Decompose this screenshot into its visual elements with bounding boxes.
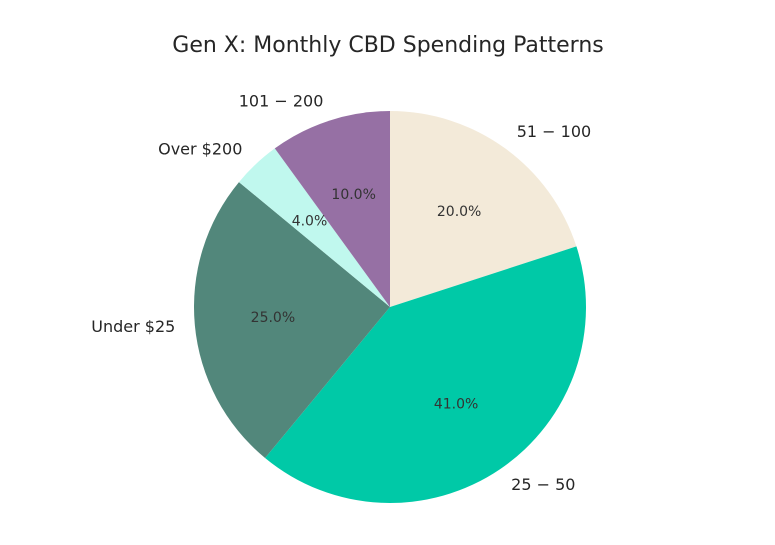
slice-label: Under $25	[91, 317, 175, 336]
slice-percent-label: 20.0%	[437, 204, 481, 220]
slice-percent-label: 41.0%	[434, 396, 478, 412]
slice-label: 25 − 50	[511, 475, 575, 494]
slice-label: 51 − 100	[517, 122, 591, 141]
pie-slice	[238, 148, 390, 307]
slice-label: 101 − 200	[239, 91, 324, 110]
pie-slice	[390, 111, 577, 307]
pie-slice	[274, 111, 390, 307]
slice-labels: 51 − 100 25 − 50 Under $25 Over $200 101 − 2…	[91, 91, 591, 493]
pie-slices	[194, 111, 587, 503]
slice-label: Over $200	[158, 139, 242, 158]
slice-percent-label: 4.0%	[292, 213, 328, 229]
pie-slice	[194, 182, 390, 459]
slice-percent-label: 25.0%	[251, 310, 295, 326]
slice-percent-label: 10.0%	[331, 187, 375, 203]
slice-percent-labels: 20.0% 41.0% 25.0% 4.0%10.0%	[251, 187, 482, 412]
pie-slice	[265, 246, 587, 503]
chart-title: Gen X: Monthly CBD Spending Patterns	[172, 33, 603, 58]
